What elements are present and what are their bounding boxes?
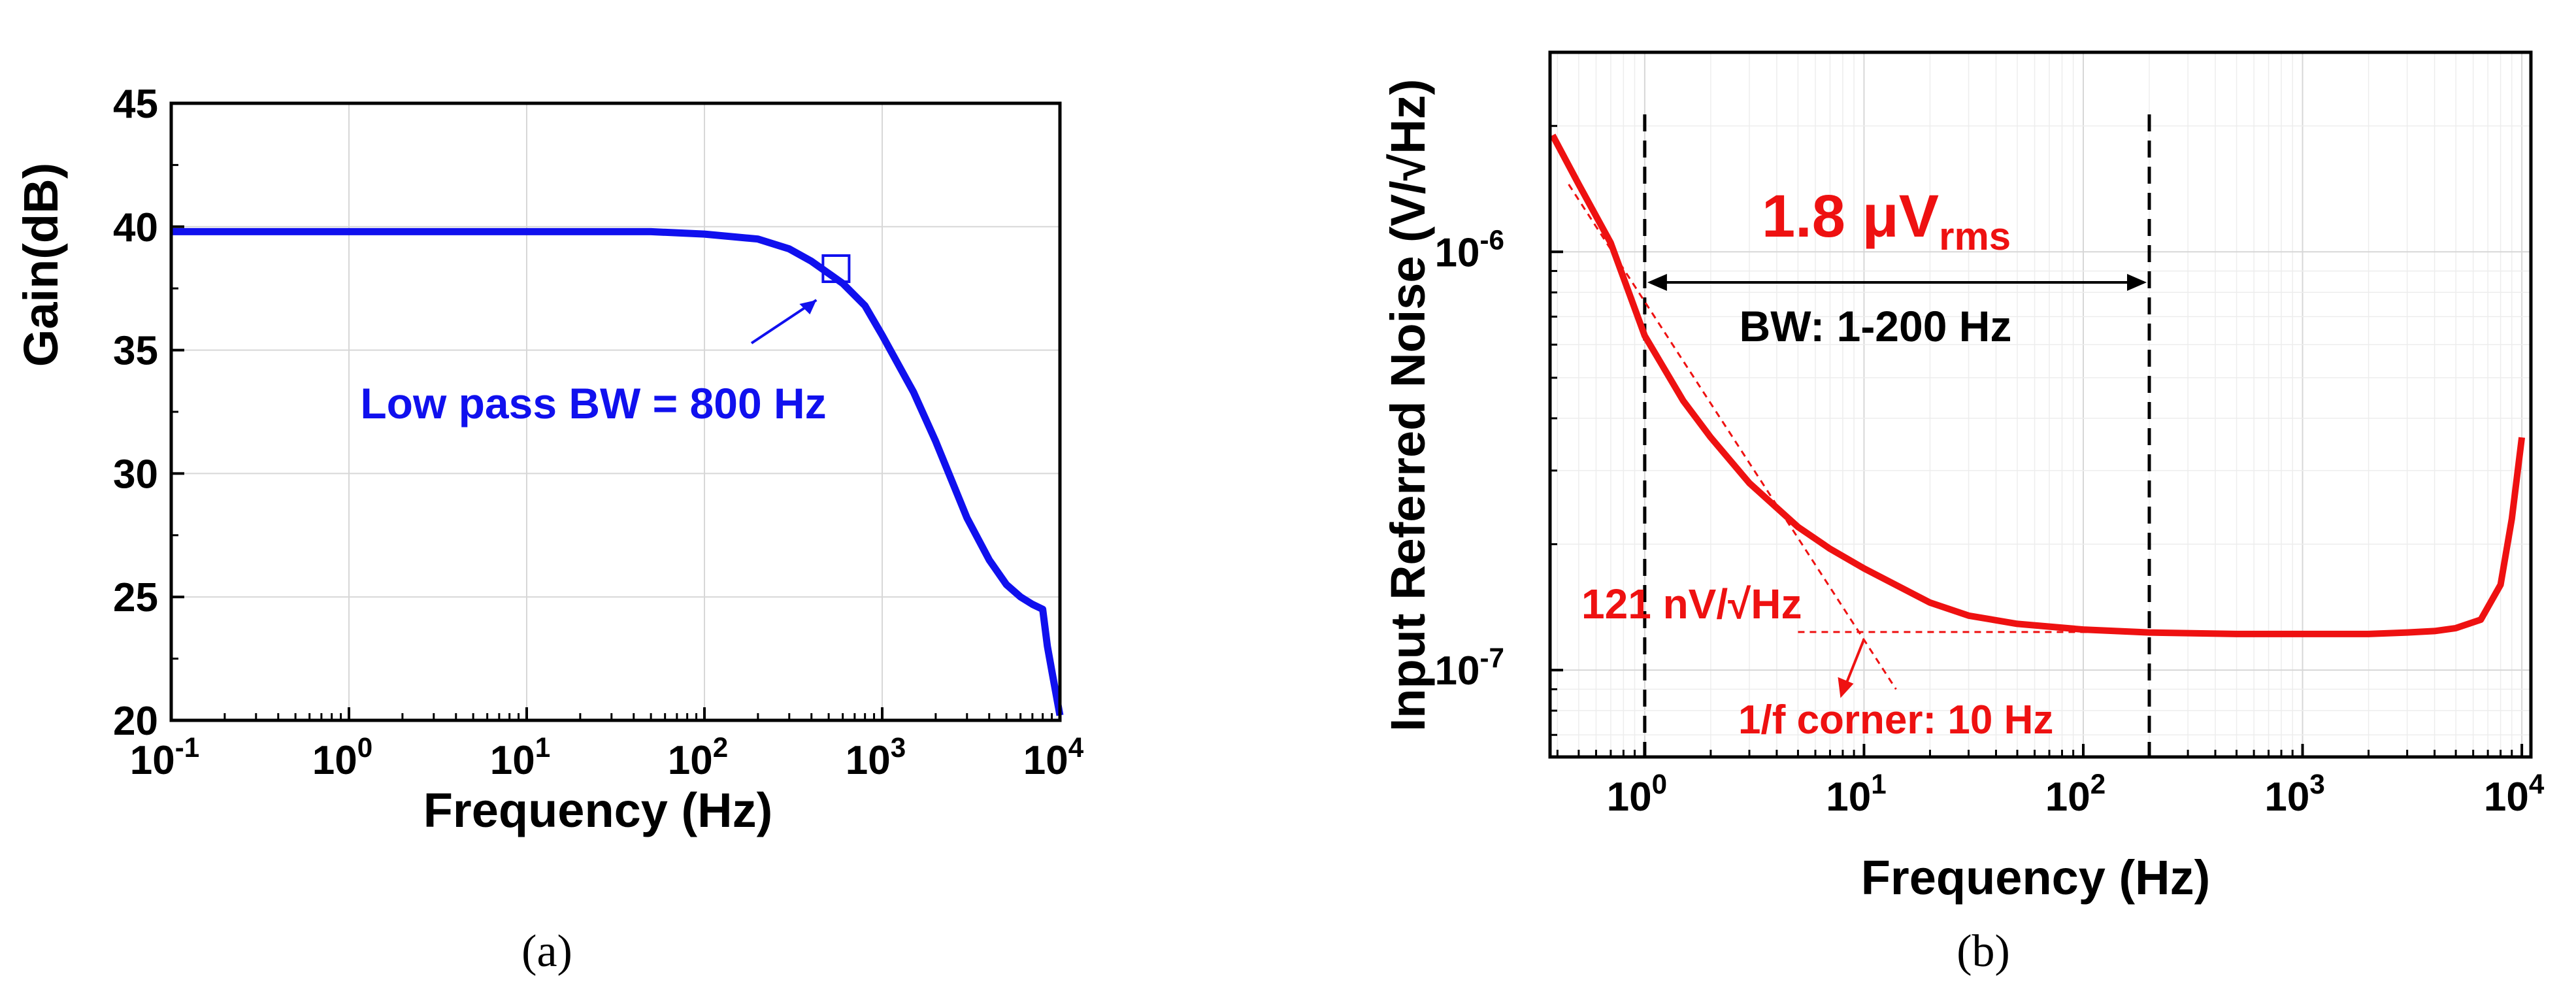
panel-a-x-tick-label: 101 <box>490 732 550 783</box>
panel-b-y-tick-label: 10-6 <box>1435 224 1504 275</box>
panel-a-x-tick-label: 103 <box>846 732 906 783</box>
panel-a-y-tick-label: 40 <box>113 205 158 250</box>
panel-a-chart: 20 25 30 35 40 45 10-1 100 101 102 103 104 Frequen… <box>14 82 1084 977</box>
panel-a-x-axis-title: Frequency (Hz) <box>423 783 773 837</box>
panel-a-y-axis-title: Gain(dB) <box>14 163 68 367</box>
panel-b-grid <box>1550 52 2531 757</box>
panel-b-rms-value: 1.8 μV <box>1762 183 1939 250</box>
panel-a-y-tick-label: 35 <box>113 329 158 374</box>
panel-a-y-tick-label: 25 <box>113 575 158 620</box>
panel-a-x-tick-label: 10-1 <box>130 732 199 783</box>
panel-b-bandwidth-arrowhead-left <box>1647 274 1667 291</box>
panel-b-corner-label: 1/f corner: 10 Hz <box>1738 697 2053 743</box>
panel-b-corner-arrowhead <box>1838 677 1854 698</box>
panel-b-plot-frame <box>1548 50 2533 759</box>
panel-a-ticks <box>170 102 1061 722</box>
panel-a-bandwidth-annotation: Low pass BW = 800 Hz <box>360 379 826 427</box>
panel-b-bandwidth-arrowhead-right <box>2127 274 2147 291</box>
panel-b-floor-label: 121 nV/√Hz <box>1581 580 1802 628</box>
panel-b-rms-subscript: rms <box>1939 214 2011 258</box>
panel-a-gain-line <box>171 227 1064 716</box>
panel-b-curve-group <box>1549 133 2526 637</box>
panel-a-curve-group <box>171 227 1064 716</box>
panel-b-ticks <box>1550 51 2524 757</box>
panel-a-x-tick-labels: 10-1 100 101 102 103 104 <box>130 732 1084 783</box>
panel-a-y-tick-label: 20 <box>113 699 158 744</box>
panel-b-y-tick-labels: 10-7 10-6 <box>1435 224 1504 694</box>
panel-b-x-tick-label: 101 <box>1826 769 1886 820</box>
panel-a-x-tick-label: 100 <box>312 732 372 783</box>
panel-b-x-tick-label: 102 <box>2045 769 2105 820</box>
panel-a-grid <box>171 103 1060 720</box>
panel-a-y-tick-label: 30 <box>113 452 158 497</box>
panel-b-caption: (b) <box>1957 926 2010 977</box>
panel-b-y-axis-title: Input Referred Noise (V/√Hz) <box>1381 79 1435 732</box>
panel-b-rms-label: 1.8 μVrms <box>1762 183 2011 258</box>
panel-b-x-tick-label: 103 <box>2264 769 2324 820</box>
panel-b-bw-label: BW: 1-200 Hz <box>1740 302 2012 350</box>
panel-b-x-tick-label: 100 <box>1607 769 1667 820</box>
panel-a-bandwidth-marker <box>821 254 851 283</box>
panel-a-x-tick-label: 104 <box>1023 732 1084 783</box>
panel-b-x-tick-label: 104 <box>2484 769 2545 820</box>
panel-a-caption: (a) <box>521 926 572 977</box>
panel-b-y-tick-label: 10-7 <box>1435 643 1504 694</box>
panel-a-x-tick-label: 102 <box>668 732 728 783</box>
panel-b-noise-line <box>1549 133 2526 637</box>
panel-a-annotation-arrowhead <box>799 299 817 314</box>
panel-b-x-tick-labels: 100 101 102 103 104 <box>1607 769 2545 820</box>
panel-a-y-tick-labels: 20 25 30 35 40 45 <box>113 82 158 744</box>
panel-b-x-axis-title: Frequency (Hz) <box>1861 850 2211 905</box>
panel-b-chart: 10-710-6 100 101 102 103 104 Frequency (Hz) … <box>1381 50 2545 977</box>
panel-a-y-tick-label: 45 <box>113 82 158 127</box>
panel-b-corner-arrow <box>1844 639 1866 686</box>
